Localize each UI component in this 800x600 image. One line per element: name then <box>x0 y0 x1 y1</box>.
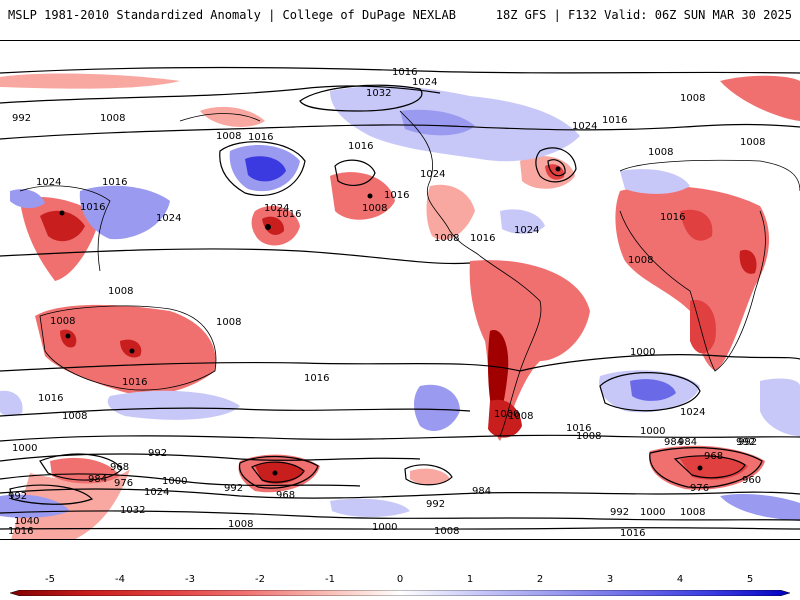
contour-label: 1000 <box>494 409 519 420</box>
contour-label: 1016 <box>660 212 685 223</box>
color-scale-bar <box>10 590 790 596</box>
contour-label: 1000 <box>630 347 655 358</box>
contour-label: 1016 <box>348 141 373 152</box>
contour-label: 1008 <box>434 526 459 537</box>
contour-labels: 1016 1024 1032 1008 992 1008 1016 1024 1… <box>8 67 765 539</box>
contour-label: 1040 <box>14 516 39 527</box>
map-title: MSLP 1981-2010 Standardized Anomaly | Co… <box>8 8 456 22</box>
colorbar-tick: -2 <box>255 574 265 585</box>
colorbar-tick: 4 <box>676 574 684 585</box>
contour-label: 1008 <box>680 507 705 518</box>
contour-label: 1000 <box>640 426 665 437</box>
contour-label: 968 <box>110 462 129 473</box>
contour-label: 1000 <box>162 476 187 487</box>
contour-label: 992 <box>426 499 445 510</box>
model-run-info: 18Z GFS | F132 Valid: 06Z SUN MAR 30 202… <box>495 8 792 22</box>
contour-label: 1008 <box>216 317 241 328</box>
colorbar-tick: -1 <box>325 574 335 585</box>
colorbar-tick: -4 <box>115 574 125 585</box>
contour-label: 1000 <box>640 507 665 518</box>
contour-label: 1024 <box>156 213 181 224</box>
contour-label: 992 <box>610 507 629 518</box>
contour-label: 1016 <box>102 177 127 188</box>
contour-label: 1024 <box>572 121 597 132</box>
contour-label: 1016 <box>470 233 495 244</box>
contour-label: 1016 <box>620 528 645 539</box>
colorbar-tick: 0 <box>396 574 404 585</box>
contour-label: 1016 <box>276 209 301 220</box>
contour-label: 1024 <box>680 407 705 418</box>
contour-label: 1008 <box>362 203 387 214</box>
contour-label: 984 <box>472 486 491 497</box>
contour-label: 1024 <box>264 203 289 214</box>
contour-label: 1016 <box>122 377 147 388</box>
contour-label: 1016 <box>566 423 591 434</box>
contour-label: 1024 <box>412 77 437 88</box>
contour-label: 976 <box>114 478 133 489</box>
colorbar-tick: 5 <box>746 574 754 585</box>
colorbar-tick: -5 <box>45 574 55 585</box>
contour-label: 984 <box>88 474 107 485</box>
anomaly-map: 1016 1024 1032 1008 992 1008 1016 1024 1… <box>0 66 800 539</box>
contour-label: 1024 <box>36 177 61 188</box>
contour-label: 992 <box>12 113 31 124</box>
contour-label: 984 <box>678 437 697 448</box>
contour-label: 968 <box>276 490 295 501</box>
contour-label: 1016 <box>38 393 63 404</box>
contour-label: 1008 <box>50 316 75 327</box>
contour-label: 1008 <box>62 411 87 422</box>
colorbar-gradient <box>10 590 790 596</box>
negative-anomaly-regions <box>0 73 800 539</box>
contour-label: 1032 <box>366 88 391 99</box>
contour-label: 1008 <box>228 519 253 530</box>
contour-label: 1016 <box>248 132 273 143</box>
contour-label: 1000 <box>372 522 397 533</box>
contour-label: 1016 <box>80 202 105 213</box>
contour-label: 1016 <box>602 115 627 126</box>
contour-label: 1024 <box>514 225 539 236</box>
colorbar-tick: 1 <box>466 574 474 585</box>
colorbar-tick: -3 <box>185 574 195 585</box>
header: MSLP 1981-2010 Standardized Anomaly | Co… <box>0 0 800 32</box>
contour-label: 1008 <box>508 411 533 422</box>
contour-label: 1008 <box>216 131 241 142</box>
contour-label: 1008 <box>648 147 673 158</box>
contour-label: 992 <box>8 491 27 502</box>
contour-label: 968 <box>704 451 723 462</box>
colorbar-tick: 3 <box>606 574 614 585</box>
contour-label: 992 <box>736 437 755 448</box>
isobar-contours <box>0 66 800 530</box>
contour-label: 992 <box>148 448 167 459</box>
contour-label: 1016 <box>8 526 33 537</box>
contour-label: 1032 <box>120 505 145 516</box>
pressure-center-markers <box>59 166 703 476</box>
colorbar-tick: 2 <box>536 574 544 585</box>
contour-label: 992 <box>224 483 243 494</box>
contour-label: 1016 <box>384 190 409 201</box>
contour-label: 984 <box>664 437 683 448</box>
contour-label: 1008 <box>680 93 705 104</box>
positive-anomaly-regions <box>0 86 800 521</box>
contour-label: 1024 <box>420 169 445 180</box>
contour-label: 1008 <box>434 233 459 244</box>
contour-label: 1008 <box>100 113 125 124</box>
contour-label: 976 <box>690 483 709 494</box>
contour-label: 1008 <box>108 286 133 297</box>
contour-label: 960 <box>742 475 761 486</box>
contour-label: 1016 <box>392 67 417 78</box>
contour-label: 992 <box>738 437 757 448</box>
contour-label: 1008 <box>628 255 653 266</box>
contour-label: 1008 <box>740 137 765 148</box>
contour-label: 1024 <box>144 487 169 498</box>
contour-label: 1016 <box>304 373 329 384</box>
contour-label: 1000 <box>12 443 37 454</box>
contour-label: 1008 <box>576 431 601 442</box>
map-panel: 1016 1024 1032 1008 992 1008 1016 1024 1… <box>0 40 800 540</box>
